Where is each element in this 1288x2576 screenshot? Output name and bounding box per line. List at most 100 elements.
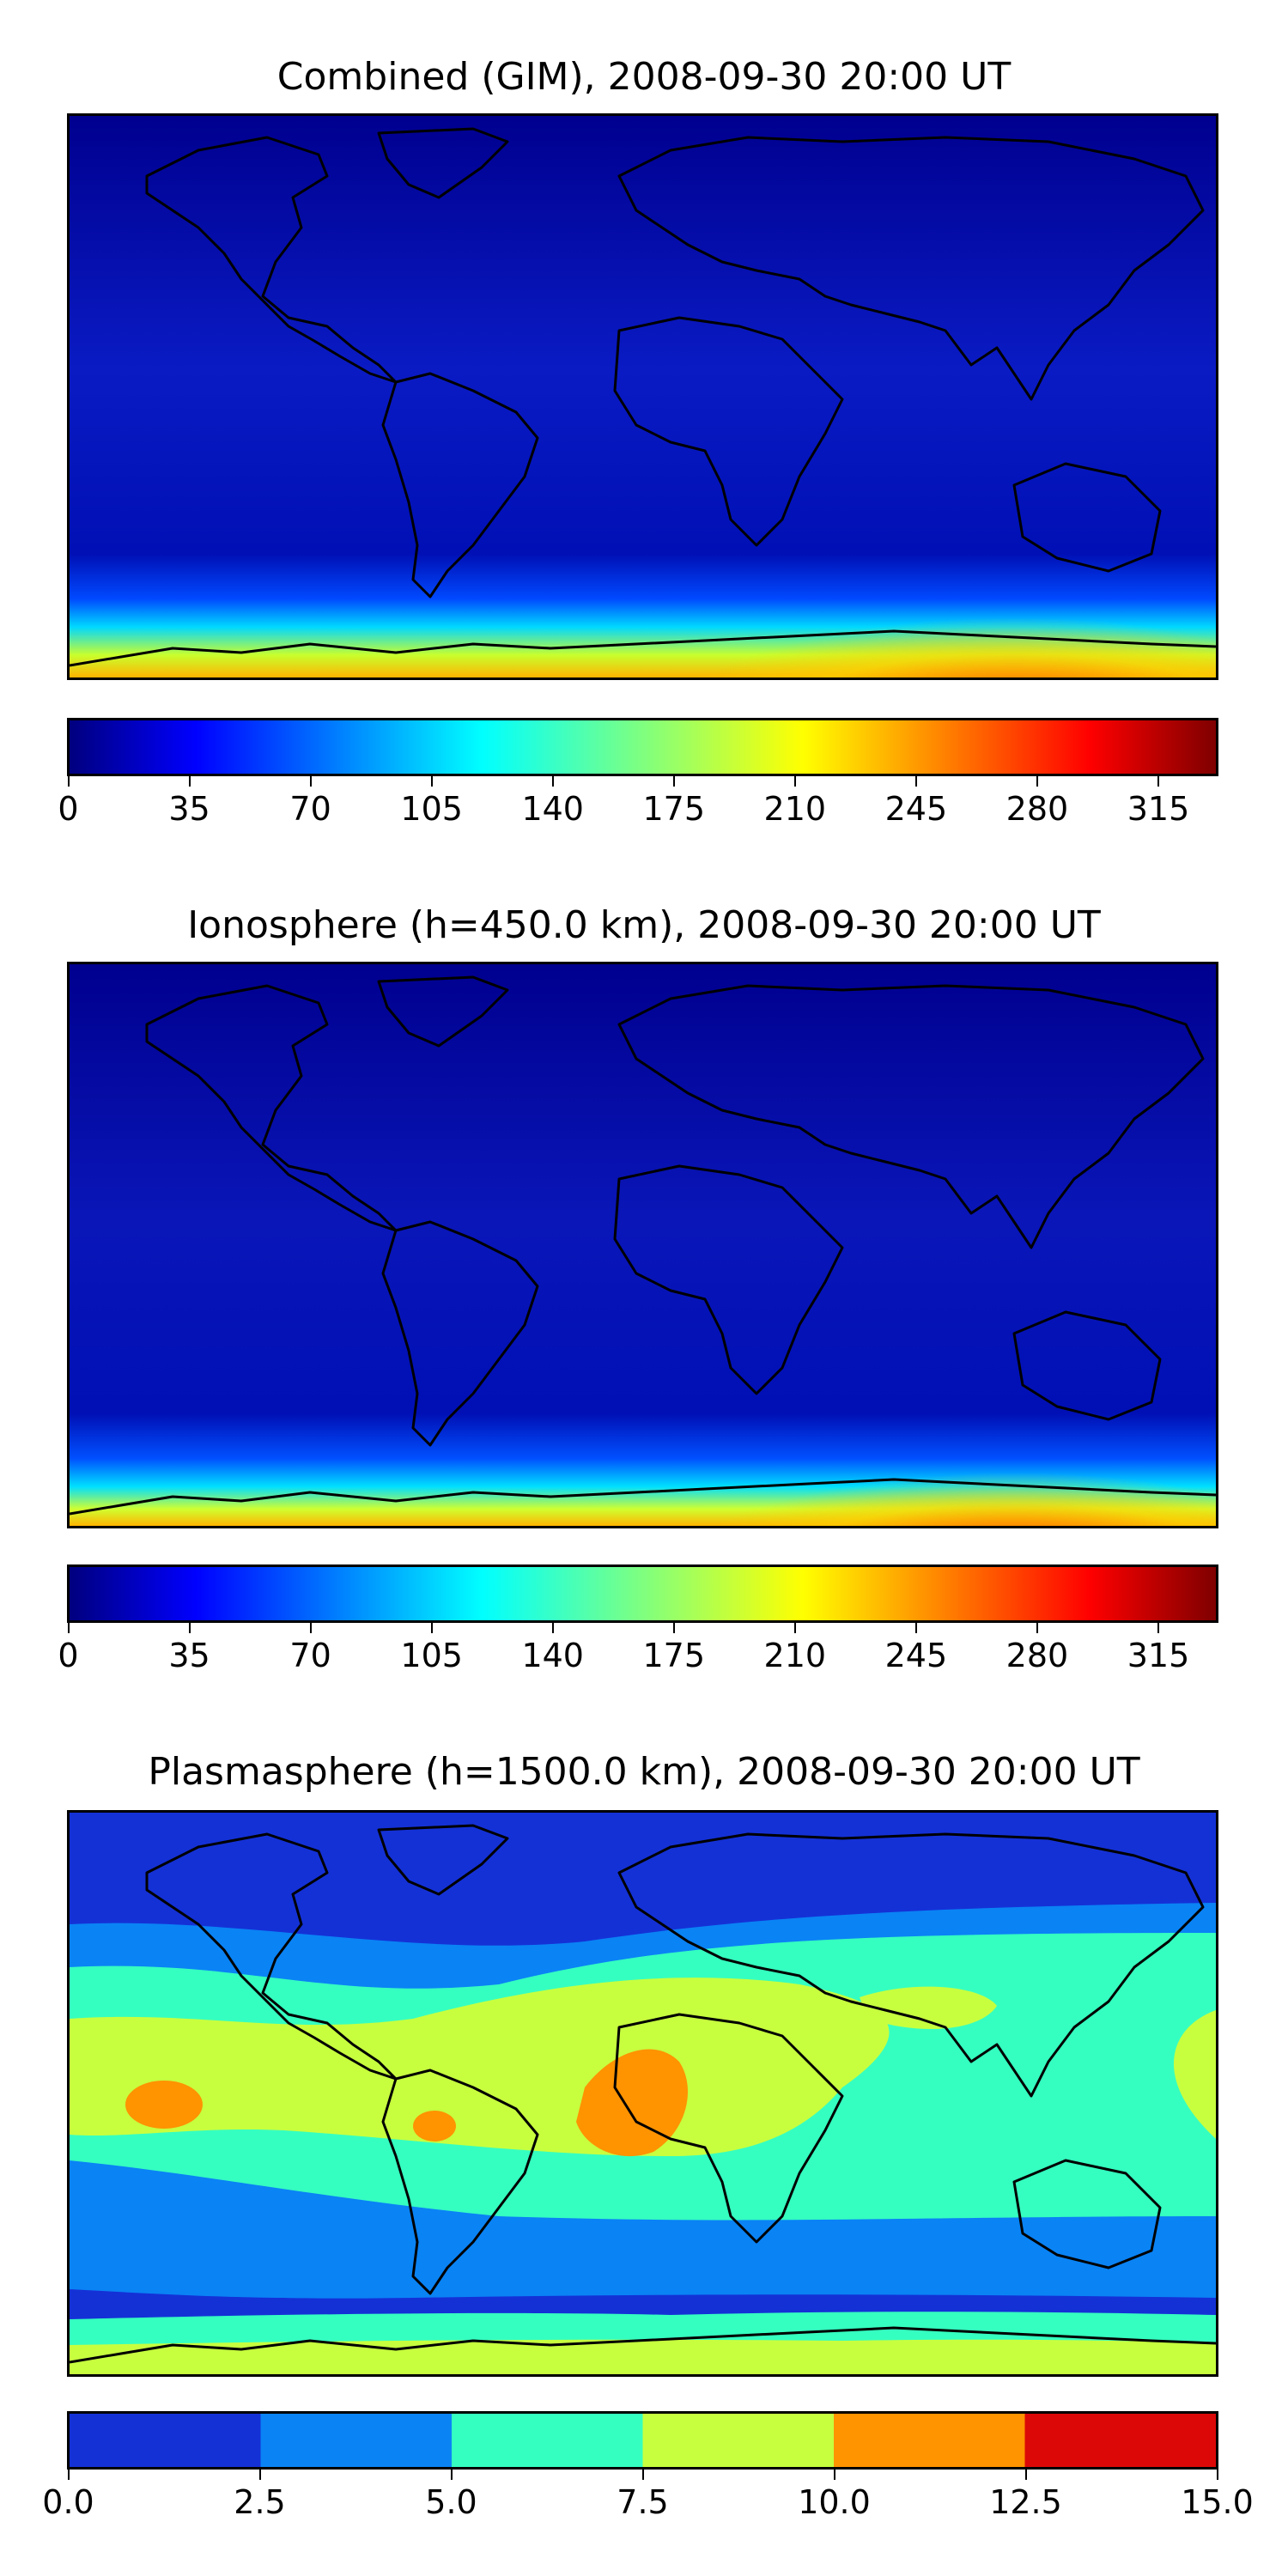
- colorbar-tick-label: 280: [1005, 790, 1069, 828]
- colorbar-tick: [833, 2470, 835, 2480]
- colorbar-tick-label: 210: [763, 1637, 827, 1674]
- band-level-3-asia: [860, 1986, 997, 2029]
- colorbar-tick: [1024, 2470, 1027, 2480]
- colorbar-tick: [309, 776, 312, 787]
- coastline-south-america: [381, 372, 539, 598]
- colorbar-gradient: [70, 1567, 1216, 1620]
- band-level-3-east: [1173, 2010, 1216, 2139]
- coastline-antarctica: [70, 629, 1216, 667]
- colorbar-level-3: [642, 2414, 835, 2467]
- colorbar-tick: [793, 776, 796, 787]
- colorbar-gradient: [70, 720, 1216, 774]
- colorbar-tick-label: 315: [1127, 790, 1190, 828]
- coastline-antarctica: [70, 2326, 1216, 2364]
- coastline-africa: [613, 2013, 844, 2244]
- colorbar-tick-label: 35: [168, 1637, 210, 1674]
- colorbar-tick: [258, 2470, 261, 2480]
- colorbar-tick: [672, 776, 675, 787]
- colorbar-tick: [309, 1623, 312, 1633]
- band-level-4-atlantic: [576, 2049, 688, 2157]
- coastline-greenland: [377, 1824, 509, 1896]
- colorbar-tick-label: 105: [400, 790, 463, 828]
- coastline-south-america: [381, 2069, 539, 2295]
- colorbar-tick: [1157, 1623, 1159, 1633]
- colorbar-tick: [188, 776, 191, 787]
- map-panel-ionosphere: [67, 962, 1218, 1528]
- coastline-south-america: [381, 1220, 539, 1447]
- colorbar-tick-label: 105: [400, 1637, 463, 1674]
- colorbar-ticks-plasmasphere: 0.0 2.5 5.0 7.5 10.0 12.5 15.0: [42, 2470, 1254, 2521]
- colorbar-plasmasphere: [67, 2411, 1218, 2470]
- colorbar-tick-label: 0.0: [42, 2483, 94, 2521]
- colorbar-tick-label: 70: [289, 790, 331, 828]
- coastline-north-america: [145, 984, 398, 1232]
- band-level-4-south-america: [413, 2111, 456, 2142]
- coastline-north-america: [145, 1832, 398, 2081]
- map-panel-combined: [67, 113, 1218, 680]
- colorbar-level-5: [1024, 2414, 1216, 2467]
- coastline-eurasia: [617, 1832, 1205, 2098]
- colorbar-level-1: [260, 2414, 453, 2467]
- colorbar-level-2: [452, 2414, 643, 2467]
- colorbar-ticks-combined: 0 35 70 105 140 175 210 245 280 315: [58, 776, 1218, 828]
- colorbar-tick-label: 140: [521, 790, 584, 828]
- map-combined: [70, 116, 1216, 677]
- map-panel-plasmasphere: [67, 1810, 1218, 2377]
- colorbar-tick-label: 175: [642, 1637, 706, 1674]
- colorbar-tick: [430, 1623, 433, 1633]
- colorbar-levels: [70, 2414, 1216, 2467]
- band-south-level-3: [70, 2339, 1216, 2374]
- colorbar-tick-label: 12.5: [989, 2483, 1062, 2521]
- colorbar-tick-label: 10.0: [798, 2483, 871, 2521]
- colorbar-tick-label: 140: [521, 1637, 584, 1674]
- south-polar-maximum: [688, 545, 1216, 677]
- colorbar-tick-label: 7.5: [617, 2483, 669, 2521]
- colorbar-tick: [793, 1623, 796, 1633]
- colorbar-tick: [67, 2470, 70, 2480]
- coastline-antarctica: [70, 1478, 1216, 1516]
- colorbar-tick: [188, 1623, 191, 1633]
- colorbar-tick-label: 245: [884, 1637, 948, 1674]
- colorbar-ionosphere: [67, 1564, 1218, 1623]
- south-polar-maximum: [705, 1411, 1216, 1526]
- colorbar-level-0: [70, 2414, 261, 2467]
- colorbar-tick-label: 280: [1005, 1637, 1069, 1674]
- coastline-greenland: [377, 127, 509, 199]
- colorbar-tick: [914, 776, 917, 787]
- band-level-4-pacific: [125, 2081, 203, 2129]
- coastline-australia: [1012, 462, 1162, 573]
- map-title-plasmasphere: Plasmasphere (h=1500.0 km), 2008-09-30 2…: [148, 1750, 1140, 1794]
- colorbar-tick: [450, 2470, 453, 2480]
- map-ionosphere: [70, 964, 1216, 1526]
- colorbar-tick: [672, 1623, 675, 1633]
- coastline-australia: [1012, 1310, 1162, 1421]
- colorbar-tick-label: 35: [168, 790, 210, 828]
- colorbar-tick: [1216, 2470, 1218, 2480]
- colorbar-tick-label: 5.0: [425, 2483, 477, 2521]
- colorbar-tick: [67, 776, 70, 787]
- colorbar-tick-label: 0: [58, 1637, 79, 1674]
- colorbar-tick-label: 175: [642, 790, 706, 828]
- colorbar-tick: [641, 2470, 644, 2480]
- coastline-eurasia: [617, 984, 1205, 1249]
- colorbar-tick: [1036, 776, 1038, 787]
- coastline-australia: [1012, 2159, 1162, 2269]
- map-plasmasphere: [70, 1813, 1216, 2374]
- colorbar-tick: [914, 1623, 917, 1633]
- colorbar-tick-label: 245: [884, 790, 948, 828]
- colorbar-tick-label: 0: [58, 790, 79, 828]
- colorbar-tick: [1036, 1623, 1038, 1633]
- colorbar-combined: [67, 718, 1218, 776]
- colorbar-tick-label: 2.5: [234, 2483, 286, 2521]
- map-title-combined: Combined (GIM), 2008-09-30 20:00 UT: [276, 55, 1012, 99]
- colorbar-tick-label: 70: [289, 1637, 331, 1674]
- coastline-greenland: [377, 975, 509, 1048]
- coastline-eurasia: [617, 136, 1205, 401]
- coastline-africa: [613, 1164, 844, 1395]
- coastline-north-america: [145, 136, 398, 384]
- colorbar-tick: [551, 1623, 554, 1633]
- colorbar-tick-label: 15.0: [1181, 2483, 1254, 2521]
- map-title-ionosphere: Ionosphere (h=450.0 km), 2008-09-30 20:0…: [187, 903, 1101, 947]
- colorbar-tick: [551, 776, 554, 787]
- colorbar-tick: [430, 776, 433, 787]
